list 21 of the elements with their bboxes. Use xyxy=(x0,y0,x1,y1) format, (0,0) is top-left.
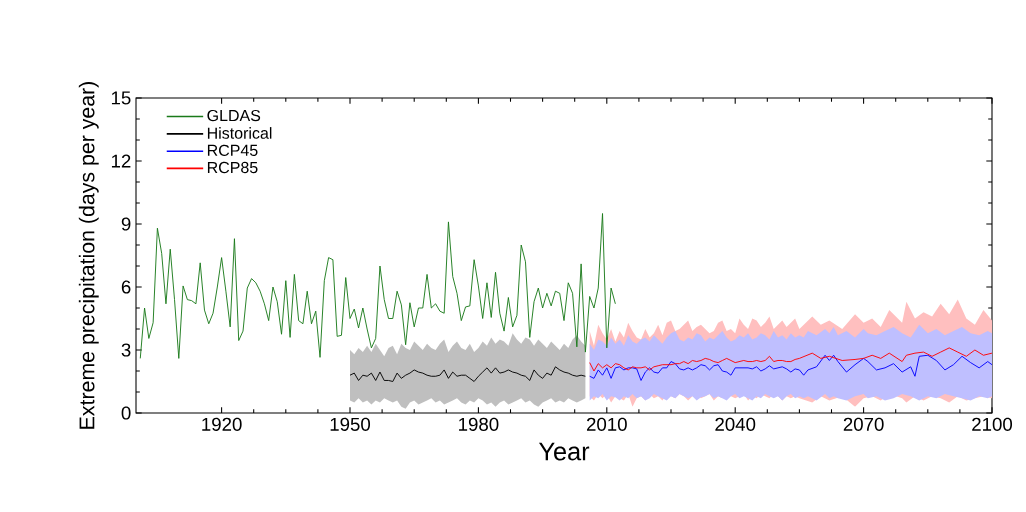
x-tick-label: 2100 xyxy=(972,417,1013,431)
legend-label: GLDAS xyxy=(207,109,261,122)
y-tick-label: 0 xyxy=(121,406,131,420)
y-tick-label: 9 xyxy=(121,217,131,231)
line-series xyxy=(139,213,616,359)
legend-label: RCP45 xyxy=(207,144,258,156)
line-series xyxy=(349,366,586,382)
y-tick-label: 15 xyxy=(111,91,131,105)
y-tick-label: 12 xyxy=(111,154,131,168)
legend-label: Historical xyxy=(207,127,272,139)
y-axis-title: Extreme precipitation (days per year) xyxy=(78,82,99,429)
y-tick-label: 3 xyxy=(121,343,131,357)
x-tick-label: 1980 xyxy=(459,417,499,431)
x-tick-label: 1920 xyxy=(202,417,242,431)
x-tick-label: 2040 xyxy=(715,417,756,431)
x-axis-title: Year xyxy=(538,442,590,461)
x-tick-label: 1950 xyxy=(330,417,371,431)
y-tick-label: 6 xyxy=(121,280,131,294)
legend-label: RCP85 xyxy=(207,161,258,174)
x-tick-label: 2010 xyxy=(586,417,627,431)
x-tick-label: 2070 xyxy=(843,417,884,431)
